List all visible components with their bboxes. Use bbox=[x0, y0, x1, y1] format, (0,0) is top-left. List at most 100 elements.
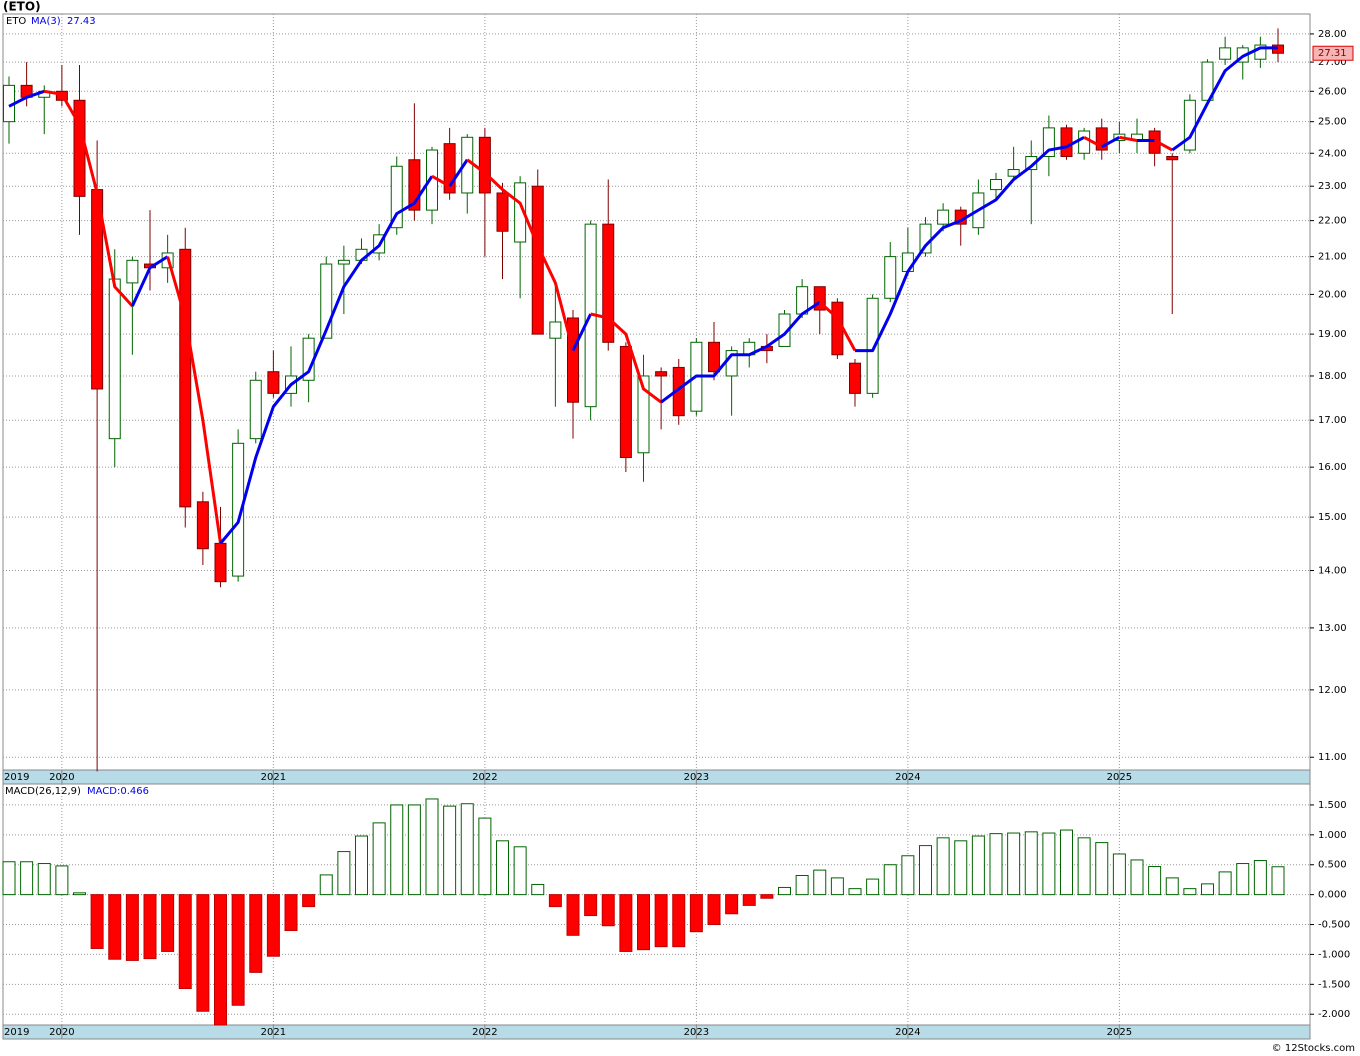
macd-bar bbox=[231, 894, 245, 1006]
macd-bar bbox=[971, 835, 985, 896]
y-tick-label: 12.00 bbox=[1318, 685, 1347, 696]
macd-bar bbox=[355, 835, 368, 896]
candle-body bbox=[267, 371, 280, 394]
macd-bar bbox=[443, 805, 457, 896]
macd-bar bbox=[37, 863, 51, 896]
macd-bar bbox=[196, 894, 210, 1012]
candle-body bbox=[337, 259, 350, 265]
legend-symbol: ETO bbox=[6, 16, 26, 27]
candle-body bbox=[1166, 155, 1179, 161]
candle-body bbox=[655, 371, 668, 377]
x-tick-label: 2025 bbox=[1107, 1027, 1132, 1038]
y-tick-label: 20.00 bbox=[1318, 289, 1347, 300]
y-tick-label: 0.000 bbox=[1318, 890, 1347, 901]
candle-body bbox=[73, 99, 86, 197]
candle-body bbox=[232, 442, 245, 577]
macd-bar bbox=[813, 869, 827, 896]
candle-body bbox=[108, 278, 121, 440]
candle-body bbox=[531, 185, 544, 335]
candle-body bbox=[567, 317, 579, 403]
last-price-tag bbox=[1312, 45, 1354, 61]
ma-line bbox=[1101, 135, 1121, 149]
last-price-label: 27.31 bbox=[1318, 48, 1347, 59]
macd-bar bbox=[637, 894, 650, 951]
ma-line bbox=[660, 300, 821, 404]
candle-body bbox=[602, 223, 615, 343]
macd-bar bbox=[901, 855, 915, 896]
macd-bar bbox=[125, 894, 139, 961]
y-tick-label: -2.000 bbox=[1318, 1009, 1350, 1020]
y-tick-label: 18.00 bbox=[1318, 371, 1347, 382]
candle-body bbox=[831, 301, 844, 356]
y-tick-label: 17.00 bbox=[1318, 415, 1347, 426]
candle-body bbox=[478, 136, 491, 194]
x-tick-label: 2024 bbox=[895, 1027, 920, 1038]
ma-line bbox=[8, 89, 45, 108]
y-tick-label: 16.00 bbox=[1318, 462, 1347, 473]
macd-bar bbox=[1236, 863, 1250, 896]
ma-line bbox=[219, 175, 434, 545]
candle-body bbox=[619, 345, 632, 459]
macd-bar bbox=[672, 894, 686, 948]
macd-bar bbox=[407, 804, 421, 896]
macd-bar bbox=[284, 894, 298, 932]
y-tick-label: 19.00 bbox=[1318, 329, 1347, 340]
macd-legend: MACD:0.466 bbox=[87, 786, 149, 797]
candle-body bbox=[849, 362, 861, 394]
candle-body bbox=[179, 248, 192, 508]
candle-body bbox=[126, 259, 139, 284]
candle-body bbox=[637, 375, 650, 454]
macd-bar bbox=[1024, 831, 1038, 896]
macd-bar bbox=[848, 888, 862, 896]
candle-body bbox=[390, 165, 403, 229]
y-tick-label: 14.00 bbox=[1318, 566, 1347, 577]
macd-bar bbox=[1165, 877, 1179, 896]
ma-line bbox=[855, 135, 1085, 353]
y-tick-label: 0.500 bbox=[1318, 860, 1347, 871]
x-tick-label: 2021 bbox=[261, 1027, 286, 1038]
macd-bar bbox=[90, 894, 104, 949]
chart-title: (ETO) bbox=[3, 0, 41, 14]
ma-line bbox=[448, 158, 469, 188]
y-tick-label: 1.000 bbox=[1318, 830, 1347, 841]
macd-bar bbox=[337, 851, 351, 896]
candle-body bbox=[1060, 127, 1073, 157]
macd-bar bbox=[108, 894, 122, 960]
candle-body bbox=[408, 159, 421, 211]
macd-bar bbox=[302, 894, 316, 908]
macd-bar bbox=[1253, 860, 1267, 896]
y-tick-label: 25.00 bbox=[1318, 117, 1347, 128]
y-tick-label: 24.00 bbox=[1318, 148, 1347, 159]
candle-body bbox=[196, 501, 209, 550]
macd-bar bbox=[496, 840, 509, 896]
macd-bar bbox=[1271, 866, 1285, 896]
macd-bar bbox=[689, 894, 703, 933]
footer: © 12Stocks.com bbox=[1272, 1043, 1355, 1054]
macd-bar bbox=[725, 894, 739, 915]
macd-bar bbox=[795, 874, 809, 896]
candle-body bbox=[549, 321, 562, 339]
x-tick-label: 2024 bbox=[895, 772, 920, 783]
y-tick-label: -1.000 bbox=[1318, 949, 1350, 960]
macd-bar bbox=[760, 894, 774, 899]
macd-bar bbox=[707, 894, 721, 926]
macd-bar bbox=[390, 804, 404, 896]
candle-body bbox=[443, 143, 456, 194]
candle-body bbox=[1219, 47, 1232, 60]
macd-bar bbox=[1095, 842, 1109, 896]
candle-body bbox=[884, 256, 897, 299]
macd-bar bbox=[1183, 888, 1197, 896]
macd-bar bbox=[1201, 883, 1214, 896]
ma-line bbox=[131, 255, 169, 307]
macd-bar bbox=[883, 864, 897, 896]
macd-bar bbox=[1042, 832, 1056, 896]
x-tick-label: 2022 bbox=[472, 772, 497, 783]
macd-bar bbox=[548, 894, 562, 908]
x-tick-label: 2020 bbox=[49, 772, 74, 783]
macd-bar bbox=[20, 861, 34, 896]
candle-body bbox=[778, 313, 791, 347]
x-tick-label: 2023 bbox=[684, 772, 709, 783]
x-tick-label: 2019 bbox=[4, 1027, 29, 1038]
ma-line bbox=[1119, 135, 1138, 142]
candle-body bbox=[866, 297, 879, 394]
